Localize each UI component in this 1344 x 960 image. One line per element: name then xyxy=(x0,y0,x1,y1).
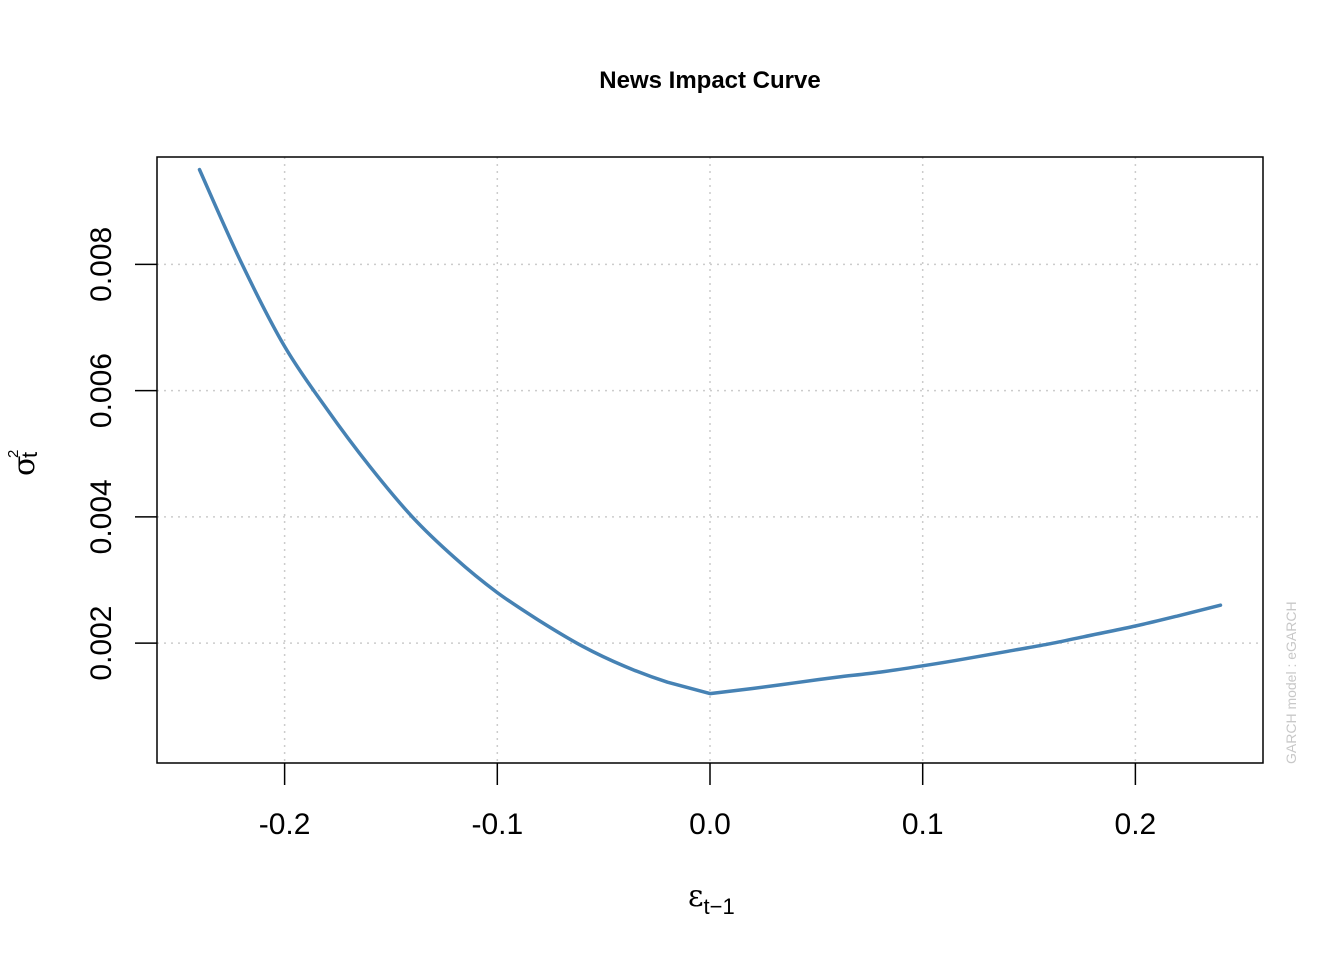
y-axis-label-symbol: σ xyxy=(7,456,42,476)
x-axis-label-symbol: ε xyxy=(688,879,704,914)
model-note: GARCH model : eGARCH xyxy=(1283,601,1299,764)
y-axis-label-superscript: 2 xyxy=(5,450,22,458)
y-tick-label: 0.002 xyxy=(85,606,118,681)
news-impact-series-line xyxy=(197,167,1223,696)
x-tick-label: 0.1 xyxy=(902,808,944,841)
y-axis-label-subscript: t xyxy=(17,452,42,458)
x-tick-label: 0.2 xyxy=(1115,808,1157,841)
y-axis-label: σ 2 t xyxy=(5,450,42,476)
x-tick-label: -0.2 xyxy=(259,808,311,841)
y-axis: 0.002 0.004 0.006 0.008 xyxy=(85,227,157,681)
series-group xyxy=(197,167,1223,696)
grid-lines xyxy=(157,157,1263,763)
x-axis-label-subscript: t−1 xyxy=(704,894,735,919)
x-axis: -0.2 -0.1 0.0 0.1 0.2 xyxy=(259,763,1156,841)
y-tick-label: 0.008 xyxy=(85,227,118,302)
y-tick-label: 0.006 xyxy=(85,353,118,428)
x-axis-label: εt−1 xyxy=(688,879,735,919)
x-tick-label: 0.0 xyxy=(689,808,731,841)
y-tick-label: 0.004 xyxy=(85,479,118,554)
chart-title: News Impact Curve xyxy=(599,67,820,94)
x-tick-label: -0.1 xyxy=(471,808,523,841)
